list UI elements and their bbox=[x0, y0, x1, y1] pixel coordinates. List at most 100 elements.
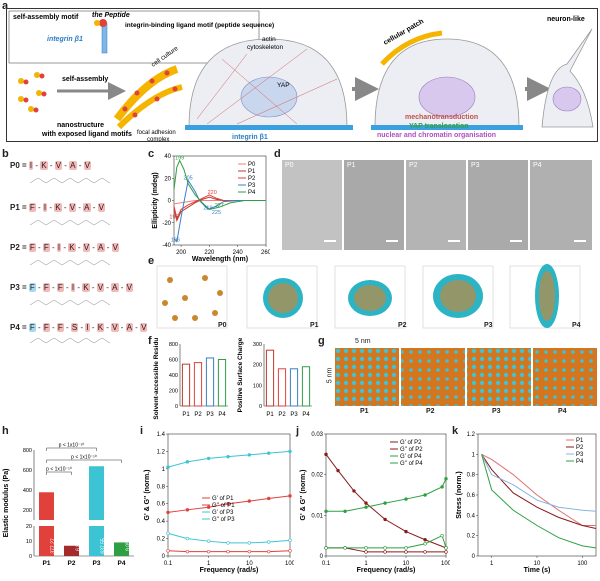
data-point bbox=[185, 536, 190, 541]
significance-bracket bbox=[46, 459, 122, 463]
legend-label: G'' of P3 bbox=[212, 517, 235, 523]
data-point bbox=[166, 531, 170, 536]
data-point bbox=[404, 497, 408, 501]
neuron-like-label: neuron-like bbox=[547, 16, 585, 23]
bar bbox=[181, 363, 191, 407]
data-label: 9.05 bbox=[126, 541, 132, 551]
data-point bbox=[288, 538, 292, 543]
tick-label: 600 bbox=[23, 468, 32, 474]
data-label: 637.55 bbox=[101, 538, 107, 554]
data-point bbox=[206, 456, 211, 461]
tick-label: P3 bbox=[206, 412, 214, 418]
data-point bbox=[324, 546, 328, 550]
series-line bbox=[481, 453, 596, 526]
neuron-cell bbox=[541, 28, 594, 128]
tem-image-p0: P0 bbox=[282, 160, 342, 250]
data-point bbox=[247, 541, 252, 545]
data-point bbox=[364, 501, 368, 505]
tick-label: 200 bbox=[253, 363, 262, 369]
legend-label: G' of P2 bbox=[400, 440, 422, 446]
data-label: 219 bbox=[203, 205, 212, 211]
panel-label-e: e bbox=[148, 255, 155, 267]
series-line bbox=[326, 534, 447, 549]
residue: K bbox=[40, 161, 48, 170]
residue: F bbox=[28, 203, 36, 212]
tick-label: 0.8 bbox=[157, 484, 166, 490]
data-point bbox=[383, 501, 387, 505]
residue: K bbox=[96, 323, 105, 332]
residue: F bbox=[56, 283, 64, 292]
legend-label: G'' of P2 bbox=[400, 447, 423, 453]
sequence-name: P3 = bbox=[10, 283, 29, 292]
yap-label: YAP bbox=[277, 82, 290, 89]
peptide-monomers bbox=[18, 72, 47, 113]
dim-x-label: 5 nm bbox=[355, 338, 371, 345]
residue: K bbox=[82, 283, 90, 292]
md-label-p4: P4 bbox=[572, 322, 581, 329]
data-label: 377.27 bbox=[51, 538, 57, 554]
legend-label: G' of P3 bbox=[212, 510, 234, 516]
residue: F bbox=[28, 283, 36, 292]
tick-label: 200 bbox=[176, 250, 187, 256]
legend-label: G'' of P4 bbox=[400, 461, 423, 467]
nucleus-2 bbox=[418, 76, 476, 118]
tick-label: 200 bbox=[23, 508, 32, 514]
residue: I bbox=[70, 283, 76, 292]
y-axis-label: G' & G'' (norm.) bbox=[300, 470, 307, 521]
data-label: 6.84 bbox=[76, 541, 82, 551]
data-point bbox=[288, 549, 292, 553]
ligand-dot bbox=[99, 19, 107, 27]
tick-label: 0.6 bbox=[157, 502, 166, 508]
legend-label: P2 bbox=[248, 176, 256, 182]
surface-maps bbox=[335, 348, 597, 406]
tick-label: 10 bbox=[534, 561, 541, 567]
x-axis-label: Wavelength (nm) bbox=[192, 256, 248, 263]
rheology-chart-p2-p4: 0 0.01 0.02 0.03 0.1 1 10 100 Frequency (rad/s) G… bbox=[298, 428, 452, 576]
bar bbox=[205, 357, 215, 407]
sequence-p1: P1 = F - I - K - V - A - V bbox=[10, 203, 105, 212]
residue: V bbox=[125, 283, 133, 292]
data-point bbox=[444, 546, 448, 550]
g-label-p4: P4 bbox=[558, 408, 567, 415]
residue: V bbox=[111, 323, 119, 332]
tick-label: 0 bbox=[259, 404, 262, 410]
tem-image-p4: P4 bbox=[530, 160, 592, 250]
md-label-p1: P1 bbox=[310, 322, 319, 329]
legend-label: G'' of P1 bbox=[212, 503, 235, 509]
tick-label: 0 bbox=[162, 554, 166, 560]
solvent-residues-chart: 0 200 400 600 800 P1 P2 P3 P4 Solvent-accessible … bbox=[152, 330, 232, 420]
exposed-motifs-label: with exposed ligand motifs bbox=[41, 131, 132, 138]
cytoskeleton-label: cytoskeleton bbox=[247, 44, 284, 51]
data-point bbox=[423, 538, 427, 542]
data-point bbox=[166, 465, 170, 469]
data-point bbox=[324, 452, 328, 457]
y-axis-label: Elastic modulus (Pa) bbox=[3, 469, 10, 538]
residue: V bbox=[83, 161, 91, 170]
data-point bbox=[247, 499, 252, 503]
data-point bbox=[267, 451, 271, 455]
tick-label: P1 bbox=[266, 412, 274, 418]
tick-label: -20 bbox=[162, 221, 171, 227]
data-point bbox=[288, 494, 292, 498]
g-label-p2: P2 bbox=[426, 408, 435, 415]
tick-label: 200 bbox=[169, 389, 178, 395]
tick-label: 0.4 bbox=[467, 513, 476, 519]
residue: V bbox=[140, 323, 148, 332]
data-point bbox=[404, 546, 408, 550]
data-point bbox=[404, 550, 408, 554]
series-line bbox=[167, 450, 291, 468]
tick-label: P2 bbox=[278, 412, 286, 418]
data-label: 227 bbox=[215, 203, 224, 209]
bar bbox=[193, 362, 203, 407]
tick-label: 100 bbox=[285, 561, 294, 567]
data-point bbox=[324, 509, 328, 513]
data-point bbox=[364, 550, 368, 554]
bar bbox=[265, 349, 275, 407]
panel-label-i: i bbox=[140, 425, 144, 437]
series-line bbox=[326, 478, 447, 512]
residue: F bbox=[56, 323, 64, 332]
sequence-panel: P0 = I - K - V - A - V P1 = F - I - K - … bbox=[0, 155, 150, 344]
residue: F bbox=[42, 283, 50, 292]
tem-label-p2: P2 bbox=[409, 162, 418, 169]
data-label: 196 bbox=[171, 238, 180, 244]
